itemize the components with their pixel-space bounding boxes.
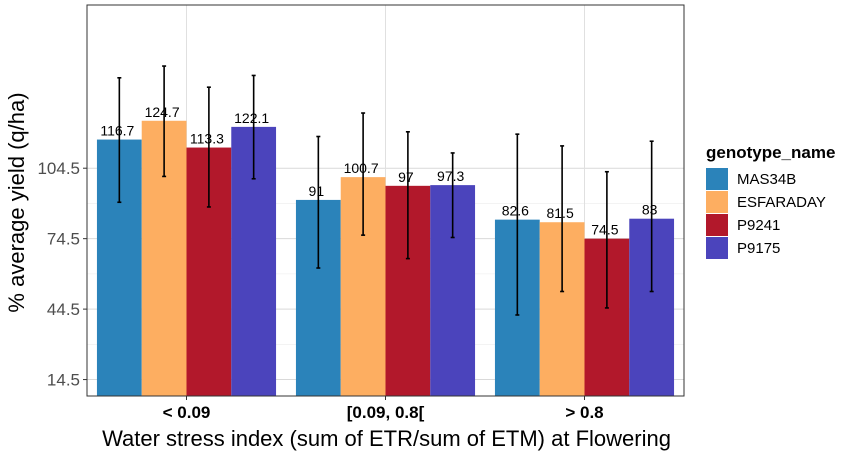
- data-labels: 116.7 91 82.6 124.7 100.7 81.5 113.3 97 74.5 122.…: [100, 104, 657, 238]
- legend-label: P9175: [737, 240, 780, 257]
- data-label: 81.5: [546, 205, 573, 221]
- data-label: 113.3: [190, 131, 224, 147]
- legend-key: [706, 237, 728, 259]
- data-label: 83: [642, 202, 658, 218]
- x-axis-title: Water stress index (sum of ETR/sum of ET…: [102, 426, 671, 451]
- data-label: 82.6: [502, 203, 529, 219]
- legend-title: genotype_name: [706, 143, 835, 162]
- y-tick-label: 104.5: [37, 159, 80, 178]
- legend-key: [706, 191, 728, 213]
- y-axis-title: % average yield (q/ha): [4, 92, 29, 312]
- y-tick-label: 14.5: [47, 371, 80, 390]
- data-label: 100.7: [344, 160, 379, 176]
- x-tick-label: [0.09, 0.8[: [347, 403, 425, 422]
- data-label: 116.7: [100, 123, 134, 139]
- data-label: 97.3: [437, 168, 464, 184]
- x-tick-label: < 0.09: [163, 403, 211, 422]
- y-axis-ticks: 14.5 44.5 74.5 104.5: [37, 159, 87, 390]
- data-label: 124.7: [145, 104, 180, 120]
- legend-key: [706, 168, 728, 190]
- legend-key: [706, 214, 728, 236]
- x-axis-ticks: < 0.09 [0.09, 0.8[ > 0.8: [163, 396, 604, 422]
- legend-label: ESFARADAY: [737, 194, 826, 211]
- y-tick-label: 44.5: [47, 300, 80, 319]
- legend-label: P9241: [737, 217, 780, 234]
- data-label: 91: [309, 183, 325, 199]
- data-label: 97: [398, 169, 414, 185]
- y-tick-label: 74.5: [47, 230, 80, 249]
- data-label: 122.1: [234, 110, 269, 126]
- legend: genotype_name MAS34B ESFARADAY P9241 P9175: [706, 143, 835, 259]
- legend-label: MAS34B: [737, 171, 796, 188]
- data-label: 74.5: [591, 222, 618, 238]
- x-tick-label: > 0.8: [565, 403, 603, 422]
- error-bars: [117, 65, 654, 316]
